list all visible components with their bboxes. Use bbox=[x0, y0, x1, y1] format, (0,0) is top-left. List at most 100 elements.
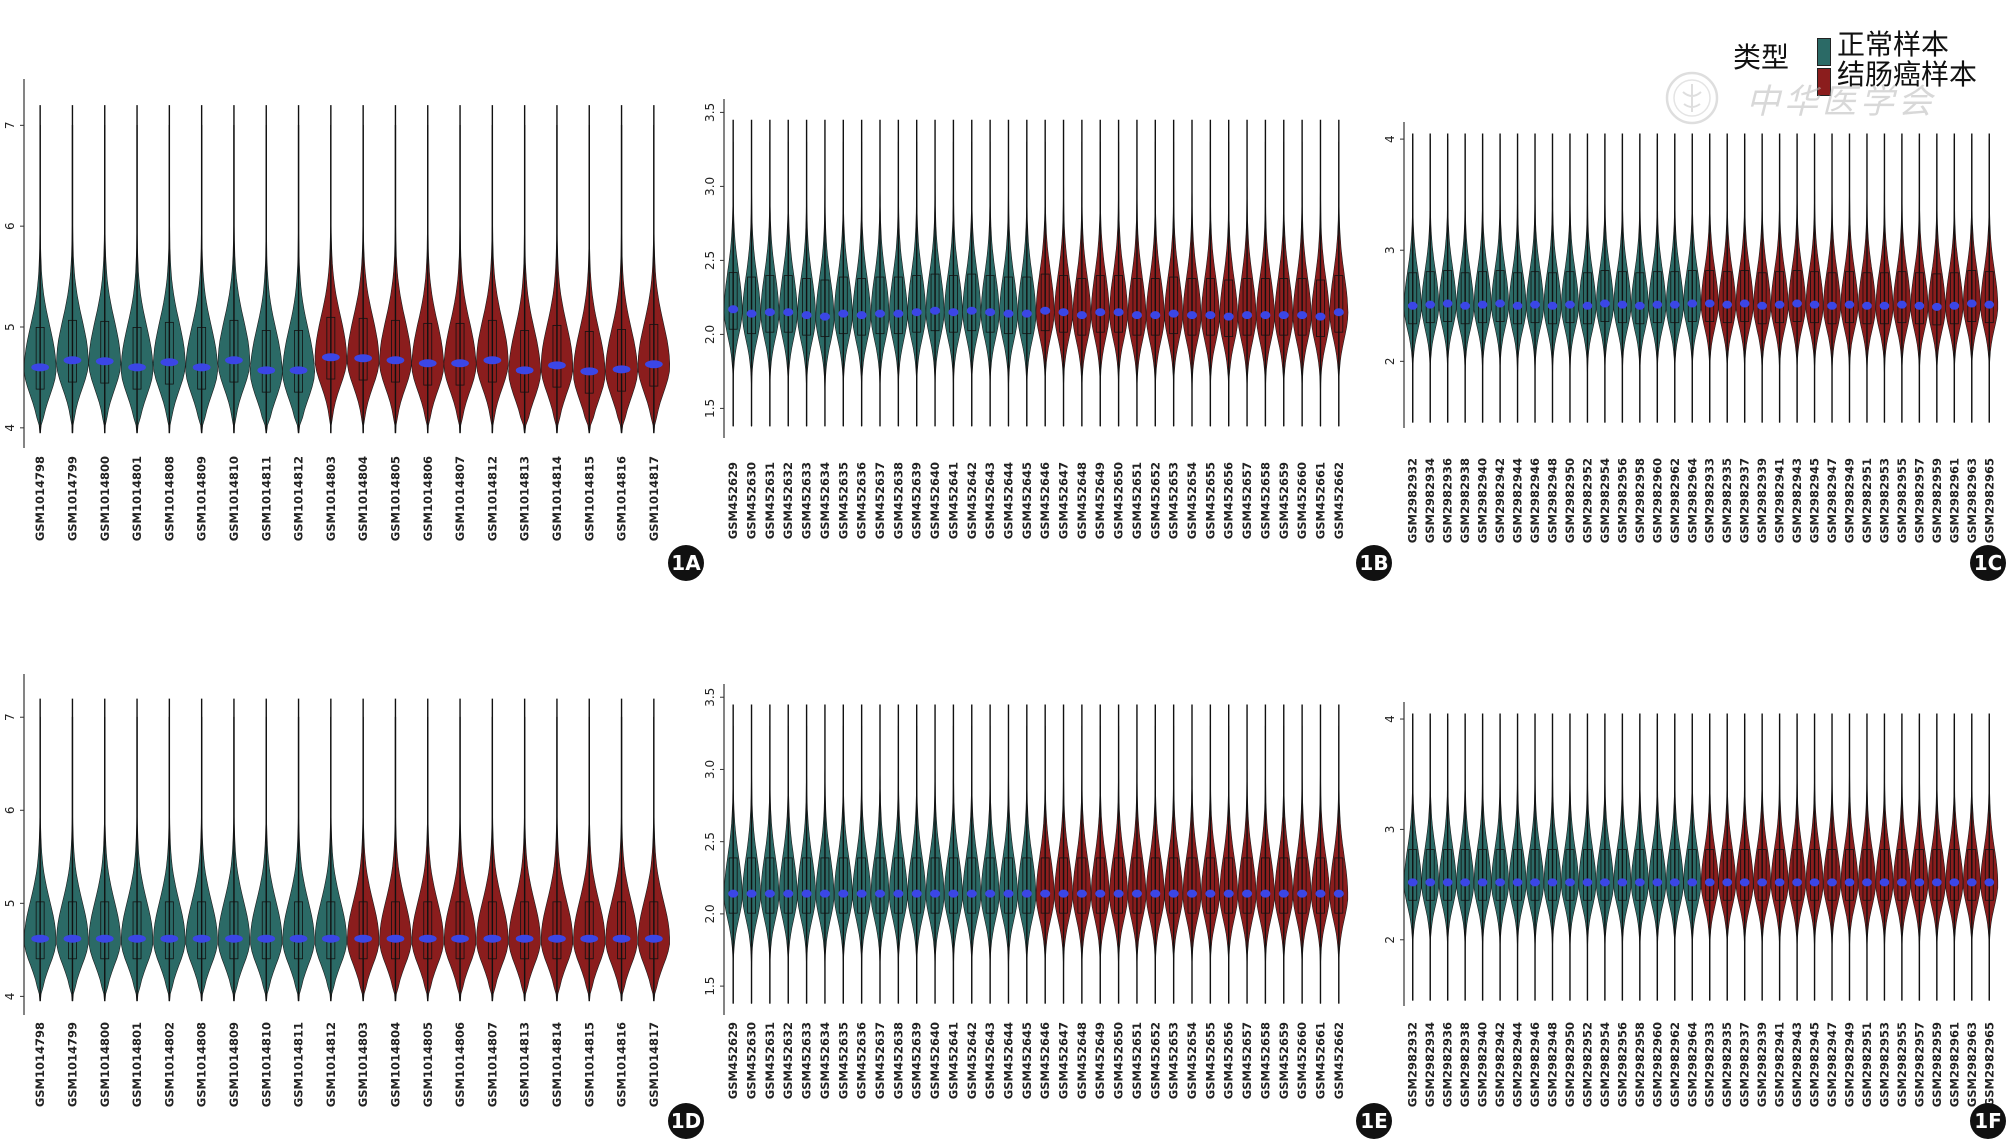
x-tick-label: GSM452631 bbox=[763, 1022, 777, 1099]
x-tick-label: GSM1014799 bbox=[65, 1022, 79, 1107]
panel-badge bbox=[1970, 1103, 2006, 1139]
box bbox=[1205, 857, 1215, 914]
box bbox=[261, 901, 271, 960]
box bbox=[1004, 276, 1013, 335]
x-tick-label: GSM2982934 bbox=[1423, 458, 1437, 543]
watermark-seal-icon bbox=[1665, 71, 1719, 125]
box bbox=[802, 278, 811, 336]
median-point bbox=[1003, 889, 1014, 898]
x-tick-label: GSM452644 bbox=[1001, 1022, 1015, 1099]
median-point bbox=[95, 934, 114, 943]
median-point bbox=[483, 356, 502, 365]
median-point bbox=[1186, 889, 1198, 898]
box bbox=[1775, 849, 1785, 901]
median-point bbox=[580, 934, 599, 943]
box bbox=[552, 901, 562, 960]
box bbox=[1845, 849, 1854, 901]
x-tick-label: GSM452653 bbox=[1167, 462, 1181, 539]
median-point bbox=[1113, 889, 1124, 898]
box bbox=[1705, 849, 1715, 901]
median-point bbox=[1704, 299, 1715, 308]
x-tick-label: GSM452661 bbox=[1313, 462, 1327, 539]
box bbox=[1242, 278, 1252, 336]
median-point bbox=[1809, 878, 1820, 887]
x-tick-label: GSM452653 bbox=[1167, 1022, 1181, 1099]
box bbox=[1548, 849, 1557, 901]
median-point bbox=[1547, 301, 1558, 310]
median-point bbox=[966, 306, 977, 315]
box bbox=[1635, 849, 1645, 901]
x-tick-label: GSM452649 bbox=[1093, 1022, 1107, 1099]
box bbox=[1334, 857, 1344, 914]
median-point bbox=[1260, 889, 1271, 898]
panel-badge-label: 1E bbox=[1360, 1109, 1388, 1133]
x-tick-label: GSM2982958 bbox=[1633, 458, 1647, 543]
box bbox=[802, 857, 811, 914]
x-tick-label: GSM1014808 bbox=[162, 456, 176, 541]
median-point bbox=[1565, 878, 1575, 887]
x-tick-label: GSM452641 bbox=[946, 1022, 960, 1099]
median-point bbox=[451, 359, 469, 368]
box bbox=[1495, 849, 1505, 901]
x-tick-label: GSM452632 bbox=[781, 1022, 795, 1099]
box bbox=[391, 319, 400, 383]
box bbox=[820, 857, 830, 914]
x-tick-label: GSM2982933 bbox=[1703, 1022, 1717, 1107]
median-point bbox=[225, 356, 243, 365]
box bbox=[1224, 279, 1234, 338]
median-point bbox=[930, 306, 941, 315]
box bbox=[1132, 278, 1142, 336]
y-tick-label: 3.0 bbox=[703, 760, 717, 779]
median-point bbox=[1297, 311, 1308, 320]
x-tick-label: GSM452634 bbox=[818, 1022, 832, 1099]
x-tick-label: GSM452646 bbox=[1038, 462, 1052, 539]
box bbox=[1530, 271, 1540, 324]
median-point bbox=[1095, 889, 1106, 898]
legend-title: 类型 bbox=[1733, 41, 1790, 74]
box bbox=[949, 275, 958, 333]
median-point bbox=[746, 889, 757, 898]
median-point bbox=[1425, 878, 1436, 887]
median-point bbox=[856, 311, 867, 320]
median-point bbox=[1477, 878, 1488, 887]
x-tick-label: GSM2982936 bbox=[1441, 1022, 1455, 1107]
x-tick-label: GSM1014799 bbox=[65, 456, 79, 541]
legend-label-normal: 正常样本 bbox=[1837, 28, 1950, 61]
watermark: 中华医学会 bbox=[1662, 70, 1962, 126]
x-tick-label: GSM2982941 bbox=[1773, 458, 1787, 543]
x-tick-label: GSM2982947 bbox=[1825, 458, 1839, 543]
x-tick-label: GSM2982965 bbox=[1982, 458, 1996, 543]
x-tick-label: GSM2982950 bbox=[1563, 458, 1577, 543]
x-tick-label: GSM1014798 bbox=[33, 456, 47, 541]
box bbox=[1862, 272, 1872, 325]
box bbox=[1279, 278, 1289, 336]
box bbox=[1022, 276, 1032, 335]
panel-badge-label: 1C bbox=[1974, 551, 2003, 575]
y-tick-label: 2 bbox=[1383, 936, 1397, 944]
legend-key-normal bbox=[1817, 38, 1831, 66]
box bbox=[520, 330, 530, 393]
median-point bbox=[612, 365, 631, 374]
y-tick-label: 1.5 bbox=[703, 977, 717, 996]
box bbox=[1670, 849, 1680, 901]
median-point bbox=[386, 356, 405, 365]
box bbox=[820, 279, 830, 338]
box bbox=[728, 857, 738, 914]
box bbox=[1460, 849, 1470, 901]
median-point bbox=[911, 889, 922, 898]
x-tick-label: GSM2982944 bbox=[1511, 1022, 1525, 1107]
median-point bbox=[354, 354, 373, 363]
median-point bbox=[1460, 878, 1470, 887]
median-point bbox=[1547, 878, 1558, 887]
box bbox=[1845, 271, 1854, 324]
box bbox=[1583, 849, 1592, 901]
x-tick-label: GSM2982958 bbox=[1633, 1022, 1647, 1107]
box bbox=[765, 275, 775, 333]
median-point bbox=[1932, 878, 1942, 887]
panel-1e: 1.5 2.0 2.5 3.0 3.5 GSM452629 GSM452630 GSM4526… bbox=[703, 684, 1392, 1139]
box bbox=[1967, 849, 1977, 901]
y-tick-label: 6 bbox=[3, 806, 17, 814]
box bbox=[1478, 849, 1488, 901]
box bbox=[985, 275, 995, 333]
median-point bbox=[856, 889, 867, 898]
